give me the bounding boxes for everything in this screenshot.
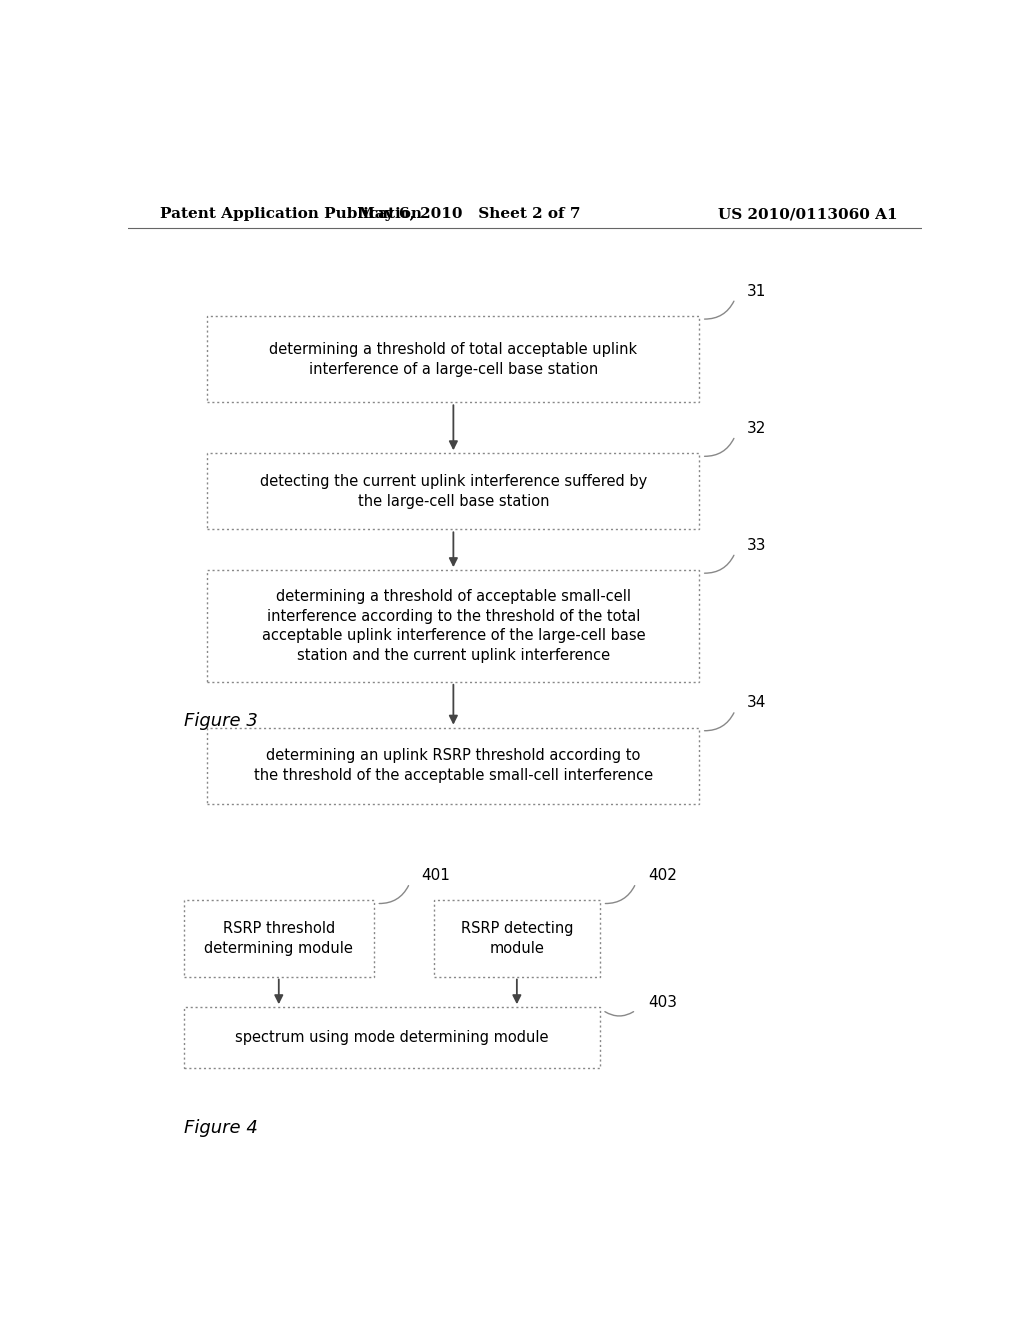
Text: US 2010/0113060 A1: US 2010/0113060 A1 — [718, 207, 898, 222]
Bar — [207, 570, 699, 682]
Bar — [207, 727, 699, 804]
Text: Patent Application Publication: Patent Application Publication — [160, 207, 422, 222]
Bar — [183, 1007, 600, 1068]
Bar — [207, 315, 699, 403]
Text: 401: 401 — [422, 869, 451, 883]
Text: May 6, 2010   Sheet 2 of 7: May 6, 2010 Sheet 2 of 7 — [358, 207, 581, 222]
Text: 402: 402 — [648, 869, 677, 883]
Bar — [207, 453, 699, 529]
Text: 34: 34 — [748, 696, 766, 710]
Text: determining an uplink RSRP threshold according to
the threshold of the acceptabl: determining an uplink RSRP threshold acc… — [254, 748, 653, 783]
Text: RSRP detecting
module: RSRP detecting module — [461, 921, 573, 956]
Bar — [433, 900, 600, 977]
Text: 403: 403 — [648, 995, 677, 1010]
Text: 32: 32 — [748, 421, 766, 436]
Text: detecting the current uplink interference suffered by
the large-cell base statio: detecting the current uplink interferenc… — [260, 474, 647, 508]
Text: spectrum using mode determining module: spectrum using mode determining module — [236, 1030, 549, 1045]
Text: 33: 33 — [748, 537, 767, 553]
Bar — [183, 900, 374, 977]
Text: RSRP threshold
determining module: RSRP threshold determining module — [205, 921, 353, 956]
Text: determining a threshold of total acceptable uplink
interference of a large-cell : determining a threshold of total accepta… — [269, 342, 637, 376]
Text: Figure 4: Figure 4 — [183, 1119, 257, 1137]
Text: 31: 31 — [748, 284, 766, 298]
Text: Figure 3: Figure 3 — [183, 713, 257, 730]
Text: determining a threshold of acceptable small-cell
interference according to the t: determining a threshold of acceptable sm… — [261, 589, 645, 663]
